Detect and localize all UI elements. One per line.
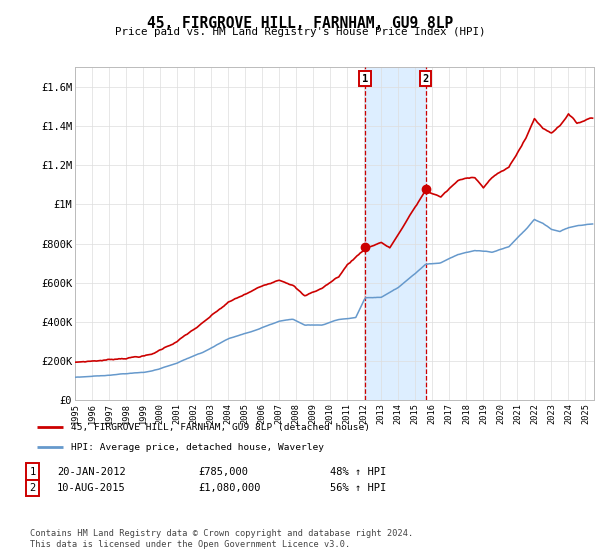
- Text: 1: 1: [362, 74, 368, 84]
- Text: HPI: Average price, detached house, Waverley: HPI: Average price, detached house, Wave…: [71, 443, 324, 452]
- Text: 20-JAN-2012: 20-JAN-2012: [57, 466, 126, 477]
- Text: 2: 2: [29, 483, 35, 493]
- Text: 45, FIRGROVE HILL, FARNHAM, GU9 8LP (detached house): 45, FIRGROVE HILL, FARNHAM, GU9 8LP (det…: [71, 423, 370, 432]
- Text: £1,080,000: £1,080,000: [198, 483, 260, 493]
- Text: Contains HM Land Registry data © Crown copyright and database right 2024.
This d: Contains HM Land Registry data © Crown c…: [30, 529, 413, 549]
- Text: Price paid vs. HM Land Registry's House Price Index (HPI): Price paid vs. HM Land Registry's House …: [115, 27, 485, 37]
- Text: 10-AUG-2015: 10-AUG-2015: [57, 483, 126, 493]
- Text: 2: 2: [422, 74, 428, 84]
- Text: £785,000: £785,000: [198, 466, 248, 477]
- Text: 1: 1: [29, 466, 35, 477]
- Text: 56% ↑ HPI: 56% ↑ HPI: [330, 483, 386, 493]
- Text: 45, FIRGROVE HILL, FARNHAM, GU9 8LP: 45, FIRGROVE HILL, FARNHAM, GU9 8LP: [147, 16, 453, 31]
- Bar: [365, 67, 425, 400]
- Text: 48% ↑ HPI: 48% ↑ HPI: [330, 466, 386, 477]
